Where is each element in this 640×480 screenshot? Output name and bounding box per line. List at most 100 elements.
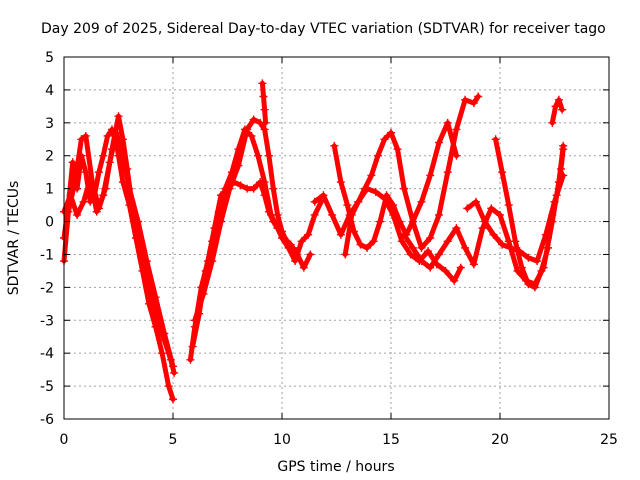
data-point xyxy=(461,243,470,252)
data-point xyxy=(496,210,504,219)
data-point xyxy=(506,243,515,252)
data-point xyxy=(299,263,308,272)
data-point xyxy=(363,243,372,252)
data-point xyxy=(86,174,95,183)
data-point xyxy=(387,128,395,137)
data-point xyxy=(169,362,177,371)
data-point xyxy=(537,266,546,275)
data-point xyxy=(258,79,267,88)
series-trace xyxy=(192,117,296,323)
plot-frame xyxy=(63,56,610,420)
data-point xyxy=(77,135,86,144)
data-point xyxy=(426,263,435,272)
data-point xyxy=(524,280,533,289)
data-point xyxy=(310,197,319,206)
data-point xyxy=(273,210,282,219)
data-point xyxy=(199,289,208,298)
data-point xyxy=(99,191,108,200)
data-point xyxy=(261,118,270,127)
data-point xyxy=(548,118,557,127)
series-arc-7 xyxy=(258,79,270,127)
data-point xyxy=(452,224,461,233)
data-point xyxy=(293,250,302,259)
data-point xyxy=(341,250,350,259)
data-point xyxy=(278,227,286,236)
data-point xyxy=(515,247,524,256)
x-tick-label: 20 xyxy=(491,432,509,448)
data-point xyxy=(236,181,245,190)
data-point xyxy=(543,243,552,252)
data-point xyxy=(504,201,513,210)
series-trace xyxy=(259,80,269,126)
data-point xyxy=(260,178,269,187)
data-point xyxy=(169,395,177,404)
data-point xyxy=(94,168,103,177)
data-point xyxy=(443,118,452,127)
data-point xyxy=(216,217,225,226)
series-trace xyxy=(61,130,176,369)
data-point xyxy=(125,184,134,193)
data-point xyxy=(557,164,566,173)
data-point xyxy=(469,260,478,269)
data-point xyxy=(393,145,402,154)
data-point xyxy=(114,112,123,121)
data-point xyxy=(160,329,169,338)
data-point xyxy=(81,131,90,140)
data-point xyxy=(480,217,489,226)
data-point xyxy=(73,210,82,219)
data-point xyxy=(469,99,478,108)
data-point xyxy=(70,178,79,187)
data-point xyxy=(417,257,426,266)
grid xyxy=(64,57,609,419)
data-point xyxy=(151,293,160,302)
data-point xyxy=(259,92,268,101)
data-point xyxy=(551,102,560,111)
data-point xyxy=(489,230,498,239)
data-point xyxy=(395,217,404,226)
data-point xyxy=(188,342,197,351)
series-arc-3 xyxy=(60,128,177,371)
y-tick-labels: -6 -5 -4 -3 -2 -1 0 1 2 3 4 5 xyxy=(40,50,54,428)
series-arc-15 xyxy=(548,95,567,127)
x-tick-label: 0 xyxy=(60,432,69,448)
y-tick-label: 1 xyxy=(45,182,54,198)
data-point xyxy=(552,191,561,200)
series-arc-2 xyxy=(60,112,179,377)
data-point xyxy=(186,355,195,364)
y-axis-label: SDTVAR / TECUs xyxy=(6,181,22,296)
data-point xyxy=(264,151,273,160)
data-point xyxy=(354,197,363,206)
data-point xyxy=(533,257,542,266)
data-point xyxy=(406,250,415,259)
data-point xyxy=(491,135,500,144)
data-point xyxy=(408,243,417,252)
data-point xyxy=(389,201,398,210)
data-point xyxy=(297,237,306,246)
data-point xyxy=(443,237,452,246)
data-point xyxy=(249,184,258,193)
data-point xyxy=(105,158,114,167)
data-point xyxy=(548,210,557,219)
data-point xyxy=(524,253,533,262)
y-tick-label: -4 xyxy=(40,346,54,362)
data-point xyxy=(369,237,378,246)
data-point xyxy=(400,184,409,193)
data-point xyxy=(254,151,263,160)
y-tick-label: -3 xyxy=(40,313,54,329)
series-trace xyxy=(545,146,566,241)
data-point xyxy=(554,95,563,104)
axis-ticks xyxy=(63,56,610,420)
data-point xyxy=(463,204,472,213)
data-point xyxy=(282,237,291,246)
data-point xyxy=(225,184,234,193)
data-point xyxy=(356,240,365,249)
data-point xyxy=(103,131,112,140)
y-tick-label: 2 xyxy=(45,149,54,165)
data-point xyxy=(291,257,300,266)
data-point xyxy=(380,135,389,144)
data-point xyxy=(559,145,568,154)
data-point xyxy=(417,197,426,206)
data-point xyxy=(371,187,380,196)
chart-title: Day 209 of 2025, Sidereal Day-to-day VTE… xyxy=(41,21,606,37)
data-point xyxy=(450,276,459,285)
